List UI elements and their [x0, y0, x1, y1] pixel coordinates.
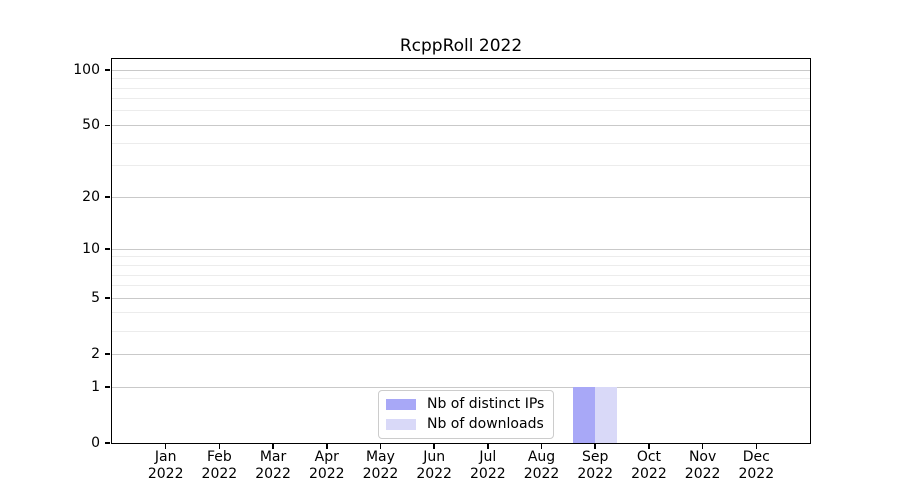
x-tick-year: 2022: [255, 466, 291, 482]
major-gridline: [112, 386, 810, 388]
x-tick-month: Jul: [479, 449, 497, 465]
minor-gridline: [112, 256, 810, 258]
x-tick: [433, 444, 435, 449]
x-tick-year: 2022: [362, 466, 399, 482]
minor-gridline: [112, 110, 810, 112]
minor-gridline: [112, 142, 810, 144]
x-tick-label: Aug 2022: [502, 449, 582, 483]
x-tick-year: 2022: [308, 466, 345, 482]
legend-item-distinct-ips: Nb of distinct IPs: [386, 396, 544, 413]
x-tick-label: Jun 2022: [394, 449, 474, 483]
major-gridline: [112, 69, 810, 71]
major-gridline: [112, 353, 810, 355]
minor-gridline: [112, 78, 810, 80]
y-tick: [105, 69, 110, 71]
x-tick-month: Jan: [154, 449, 177, 465]
legend-swatch-distinct-ips-icon: [386, 399, 416, 410]
x-tick-label: Feb 2022: [179, 449, 259, 483]
minor-gridline: [112, 265, 810, 266]
x-tick: [648, 444, 650, 449]
plot-area: 0 1 2 5 10 20 50 100 Jan 2022 Feb 2022 Mar 2022 Apr 202…: [73, 58, 811, 482]
minor-gridline: [112, 87, 810, 89]
y-tick: [105, 353, 110, 356]
y-tick: [105, 196, 110, 198]
y-tick: [105, 248, 110, 251]
legend-item-downloads: Nb of downloads: [386, 416, 544, 433]
bar-sep-distinct-ips: [573, 387, 596, 443]
x-tick-month: Jun: [423, 449, 446, 465]
x-tick-month: Nov: [688, 449, 717, 465]
x-tick-label: Nov 2022: [663, 449, 743, 483]
y-tick: [105, 442, 110, 444]
chart-title: RcppRoll 2022: [399, 36, 523, 56]
y-tick-label: 50: [82, 116, 100, 133]
x-tick-year: 2022: [470, 466, 506, 482]
x-tick-month: Oct: [636, 449, 662, 465]
minor-gridline: [112, 274, 810, 276]
x-tick-year: 2022: [684, 466, 721, 482]
y-tick: [105, 386, 110, 388]
x-tick-year: 2022: [577, 466, 614, 482]
x-tick-label: Jan 2022: [126, 449, 206, 483]
minor-gridline: [112, 312, 810, 314]
legend-swatch-downloads-icon: [386, 419, 416, 430]
x-tick: [325, 444, 328, 449]
x-tick: [379, 444, 382, 449]
y-tick-label: 2: [91, 345, 100, 362]
minor-gridline: [112, 165, 810, 167]
x-tick-year: 2022: [416, 466, 452, 482]
x-tick-label: May 2022: [340, 449, 420, 483]
x-tick: [218, 444, 221, 449]
x-tick-label: Jul 2022: [448, 449, 528, 483]
x-tick: [594, 444, 597, 449]
major-gridline: [112, 124, 810, 126]
legend: Nb of distinct IPs Nb of downloads: [378, 390, 555, 439]
x-tick-year: 2022: [201, 466, 238, 482]
y-tick-label: 10: [82, 240, 100, 257]
x-tick-month: Aug: [527, 449, 556, 465]
x-tick-label: Sep 2022: [555, 449, 635, 483]
y-tick: [105, 297, 110, 300]
x-tick-month: Sep: [582, 449, 609, 465]
x-tick-month: Dec: [742, 449, 770, 465]
x-tick: [164, 444, 167, 449]
y-tick: [105, 124, 110, 127]
minor-gridline: [112, 285, 810, 287]
x-tick: [701, 444, 704, 449]
minor-gridline: [112, 330, 810, 332]
x-tick-year: 2022: [147, 466, 184, 482]
x-tick-year: 2022: [631, 466, 667, 482]
y-tick-label: 5: [91, 289, 100, 306]
x-tick-month: Apr: [314, 449, 339, 465]
major-gridline: [112, 248, 810, 250]
x-tick: [540, 444, 543, 449]
y-tick-label: 0: [91, 434, 100, 451]
x-tick: [755, 444, 758, 449]
x-tick-year: 2022: [738, 466, 775, 482]
legend-label-downloads: Nb of downloads: [427, 416, 544, 432]
minor-gridline: [112, 98, 810, 100]
x-tick-label: Apr 2022: [287, 449, 367, 483]
y-tick-label: 100: [73, 61, 100, 78]
major-gridline: [112, 297, 810, 299]
x-tick-label: Mar 2022: [233, 449, 313, 483]
x-tick-month: Mar: [259, 449, 287, 465]
x-tick-month: May: [365, 449, 395, 465]
x-tick-label: Oct 2022: [609, 449, 689, 483]
y-tick-label: 20: [82, 188, 100, 205]
x-tick: [487, 444, 489, 449]
y-tick-label: 1: [91, 378, 100, 395]
bar-sep-downloads: [595, 387, 618, 443]
legend-label-distinct-ips: Nb of distinct IPs: [427, 396, 545, 412]
major-gridline: [112, 196, 810, 198]
x-tick-year: 2022: [523, 466, 560, 482]
x-tick-label: Dec 2022: [716, 449, 796, 483]
x-tick-month: Feb: [206, 449, 232, 465]
x-tick: [272, 444, 274, 449]
